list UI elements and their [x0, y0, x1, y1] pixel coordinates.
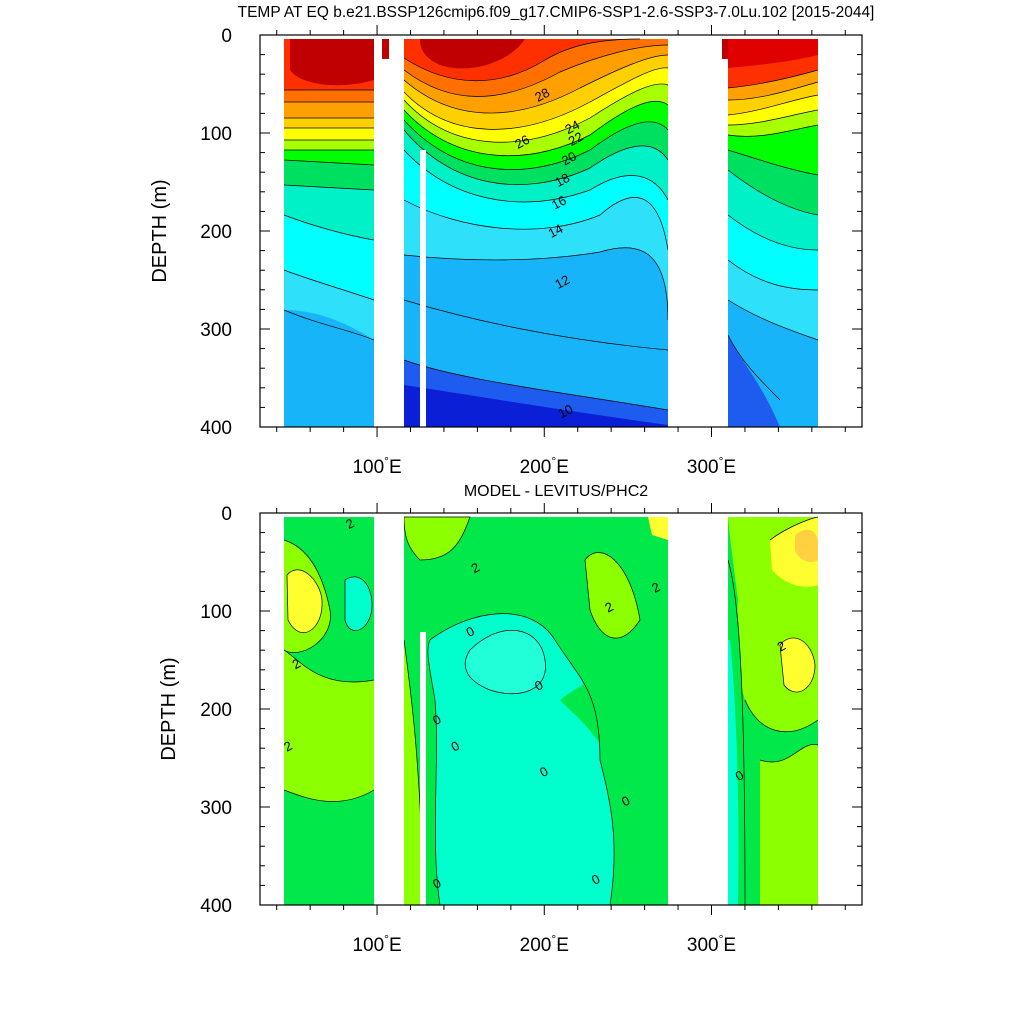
atl-band-27: [728, 70, 818, 100]
atl-band-16: [728, 215, 818, 290]
west-diff-yellow-core: [287, 569, 323, 633]
west-band-12: [284, 270, 374, 340]
x-tick-label: 100°E: [352, 454, 401, 478]
atl-band-29: [728, 39, 818, 68]
central-diff-lime-right: [585, 552, 640, 639]
x-tick-label: 300°E: [687, 454, 736, 478]
central-diff-lime-left: [404, 640, 424, 905]
land-mask-b5: [420, 632, 426, 905]
atl-band-24: [728, 110, 818, 137]
west-diff-green-lower: [284, 650, 374, 802]
y-tick-label: 0: [221, 26, 232, 47]
x-tick-label: 200°E: [520, 932, 569, 956]
y-tick-label: 400: [200, 418, 232, 439]
y-tick-label: 200: [200, 700, 232, 721]
land-mask-b1: [374, 513, 404, 905]
island-bar-2: [722, 39, 728, 59]
x-tick-label: 200°E: [520, 454, 569, 478]
atl-band-14: [728, 260, 818, 340]
atl-diff-lime-lower: [760, 744, 818, 905]
west-band-27: [284, 90, 374, 102]
bottom-difference-field: [260, 513, 862, 905]
temp-band-29: [420, 39, 525, 69]
central-diff-green-wedge: [560, 650, 668, 905]
central-diff-yellow-right: [648, 517, 668, 540]
west-band-18: [284, 160, 374, 190]
contour-label: 12: [552, 272, 572, 292]
y-tick-label: 100: [200, 602, 232, 623]
y-tick-label: 100: [200, 124, 232, 145]
contour-label: 26: [512, 132, 532, 152]
x-tick-label: 100°E: [352, 932, 401, 956]
atl-diff-orange-blob: [795, 529, 818, 562]
contour-label: 16: [549, 193, 569, 213]
top-contour-lines: [283, 38, 819, 411]
atl-band-12: [728, 300, 818, 427]
bottom-panel: MODEL - LEVITUS/PHC2: [158, 483, 863, 956]
atl-band-20: [728, 150, 818, 215]
land-mask-1: [374, 35, 404, 427]
y-tick-label: 300: [200, 320, 232, 341]
contour-label: 28: [532, 85, 552, 105]
atl-diff-yellow-blob: [780, 637, 815, 693]
y-tick-label: 300: [200, 798, 232, 819]
contour-label: 10: [556, 401, 576, 421]
land-mask-5: [420, 150, 426, 427]
y-tick-label: 400: [200, 896, 232, 917]
atl-band-deep: [728, 335, 780, 427]
island-bar-1: [382, 39, 389, 59]
bottom-title: MODEL - LEVITUS/PHC2: [464, 483, 648, 500]
central-diff-lime-top: [404, 517, 470, 560]
x-tick-label: 300°E: [687, 932, 736, 956]
atl-band-25: [728, 95, 818, 125]
land-mask-2: [668, 35, 728, 427]
bottom-axes: 0 100 200 300 400 100°E 200°E 300°E: [200, 503, 862, 956]
top-ylabel: DEPTH (m): [149, 179, 171, 282]
west-band-deep: [284, 340, 374, 427]
central-diff-teal-strong: [465, 630, 546, 694]
west-band-16: [284, 185, 374, 240]
top-panel: TEMP AT EQ b.e21.BSSP126cmip6.f09_g17.CM…: [149, 4, 874, 478]
y-tick-label: 200: [200, 222, 232, 243]
west-band-25: [284, 118, 374, 128]
central-diff-teal: [427, 613, 615, 905]
top-axes: 0 100 200 300 400 100°E 200°E 300°E: [200, 25, 862, 478]
temp-band-deep-2: [404, 385, 668, 427]
west-band-24: [284, 128, 374, 140]
west-band-26: [284, 102, 374, 118]
contour-label: 18: [552, 170, 572, 190]
contour-label: 24: [562, 117, 582, 137]
contour-label: 20: [559, 148, 579, 168]
top-temperature-field: [260, 35, 862, 427]
atl-band-26: [728, 82, 818, 115]
land-mask-b2: [668, 513, 728, 905]
atl-band-22: [728, 125, 818, 175]
west-band-29: [290, 39, 374, 86]
contour-label: 14: [546, 221, 566, 241]
west-band-14: [284, 215, 374, 300]
y-tick-label: 0: [221, 504, 232, 525]
bottom-ylabel: DEPTH (m): [158, 657, 180, 760]
contour-label: 22: [566, 129, 586, 149]
west-band-22: [284, 140, 374, 150]
top-title: TEMP AT EQ b.e21.BSSP126cmip6.f09_g17.CM…: [238, 4, 875, 21]
west-diff-teal-blob: [345, 576, 372, 631]
atl-diff-teal-sliver: [728, 640, 739, 905]
